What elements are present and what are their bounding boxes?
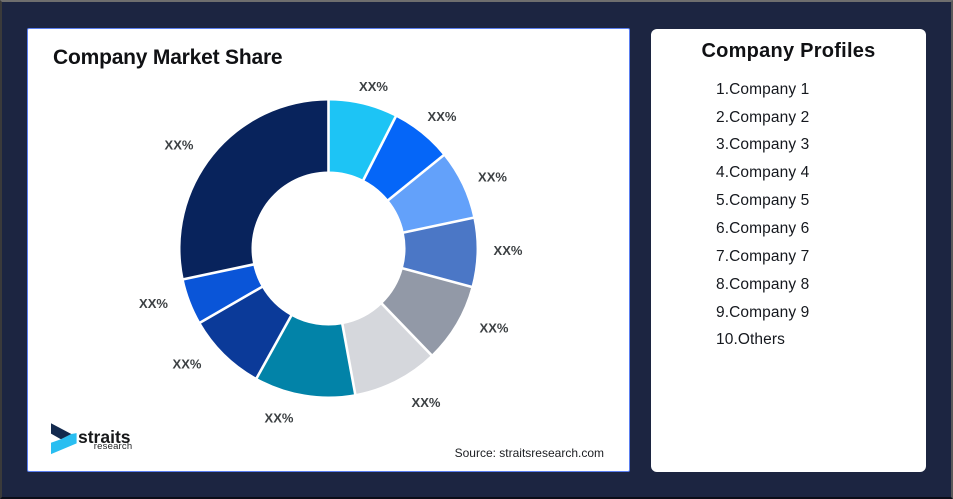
svg-text:XX%: XX% <box>165 138 194 153</box>
svg-text:XX%: XX% <box>480 321 509 336</box>
svg-text:XX%: XX% <box>265 411 294 426</box>
svg-text:XX%: XX% <box>494 243 523 258</box>
svg-text:XX%: XX% <box>173 357 202 372</box>
svg-text:XX%: XX% <box>478 170 507 185</box>
svg-text:XX%: XX% <box>139 296 168 311</box>
svg-text:XX%: XX% <box>428 109 457 124</box>
svg-text:XX%: XX% <box>359 79 388 94</box>
svg-text:XX%: XX% <box>412 395 441 410</box>
